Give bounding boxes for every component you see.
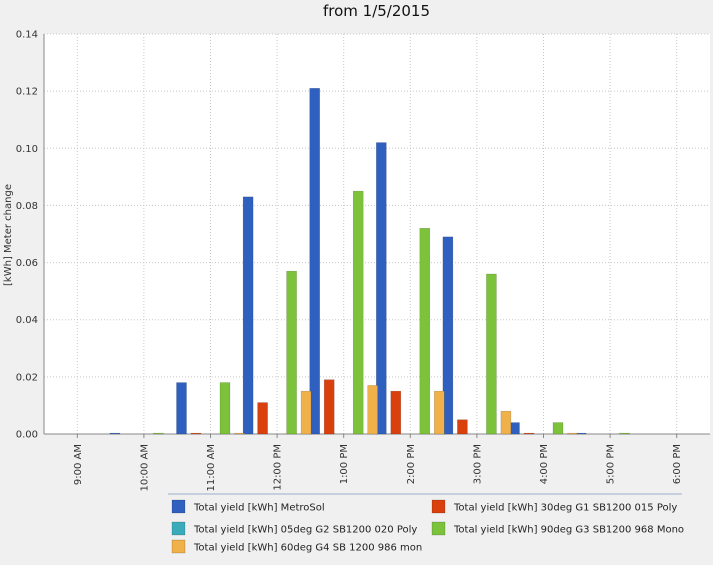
x-tick-label: 10:00 AM <box>139 444 150 491</box>
bar <box>109 432 121 435</box>
x-tick-label: 6:00 PM <box>672 444 683 484</box>
legend-entry: Total yield [kWh] 90deg G3 SB1200 968 Mo… <box>453 525 684 536</box>
bar <box>552 422 564 435</box>
bar <box>434 390 445 435</box>
x-tick-label: 2:00 PM <box>406 444 417 484</box>
legend: Total yield [kWh] MetroSol Total yield [k… <box>168 493 684 554</box>
legend-swatch <box>431 499 446 514</box>
legend-entry: Total yield [kWh] MetroSol <box>193 503 325 514</box>
bar <box>176 382 187 435</box>
chart-title: from 1/5/2015 <box>322 2 431 20</box>
y-axis-ticks: 0.00 0.02 0.04 0.06 0.08 0.10 0.12 0.14 <box>16 30 38 441</box>
x-tick-label: 3:00 PM <box>472 444 483 484</box>
legend-swatch <box>431 521 446 536</box>
y-axis-label: [kWh] Meter change <box>3 184 14 286</box>
bar <box>419 228 431 435</box>
bar <box>190 432 202 435</box>
y-tick-label: 0.04 <box>16 315 38 326</box>
bars <box>109 88 630 435</box>
legend-swatch <box>171 539 186 554</box>
bar <box>323 379 335 435</box>
bar <box>286 270 297 435</box>
x-tick-label: 4:00 PM <box>539 444 550 484</box>
bar <box>234 432 245 435</box>
y-tick-label: 0.12 <box>16 87 38 98</box>
x-tick-label: 11:00 AM <box>206 444 217 491</box>
bar <box>500 410 512 435</box>
bar <box>219 382 231 435</box>
y-tick-label: 0.00 <box>16 430 38 441</box>
legend-entry: Total yield [kWh] 05deg G2 SB1200 020 Po… <box>193 525 417 536</box>
bar <box>567 432 578 435</box>
legend-swatch <box>171 521 186 536</box>
x-tick-label: 1:00 PM <box>339 444 350 484</box>
y-tick-label: 0.06 <box>16 258 38 269</box>
y-tick-label: 0.02 <box>16 372 38 383</box>
legend-entry: Total yield [kWh] 30deg G1 SB1200 015 Po… <box>453 503 677 514</box>
bar <box>442 236 454 435</box>
y-tick-label: 0.10 <box>16 144 38 155</box>
bar <box>257 402 268 435</box>
y-tick-label: 0.14 <box>16 30 38 41</box>
bar <box>486 273 497 435</box>
x-tick-label: 12:00 PM <box>273 444 284 491</box>
legend-swatch <box>171 499 186 514</box>
legend-entry: Total yield [kWh] 60deg G4 SB 1200 986 m… <box>193 543 422 554</box>
bar <box>153 432 164 435</box>
bar <box>309 88 320 435</box>
bar <box>376 142 387 435</box>
x-axis-ticks: 9:00 AM 10:00 AM 11:00 AM 12:00 PM 1:00 PM 2:… <box>73 444 683 491</box>
bar <box>367 385 378 435</box>
bar <box>390 390 402 435</box>
bar <box>523 432 535 435</box>
y-tick-label: 0.08 <box>16 201 38 212</box>
bar <box>300 390 312 435</box>
x-tick-label: 9:00 AM <box>73 444 84 485</box>
bar <box>619 432 630 435</box>
bar <box>352 190 364 435</box>
bar <box>242 196 254 435</box>
bar <box>457 419 468 435</box>
x-tick-label: 5:00 PM <box>606 444 617 484</box>
